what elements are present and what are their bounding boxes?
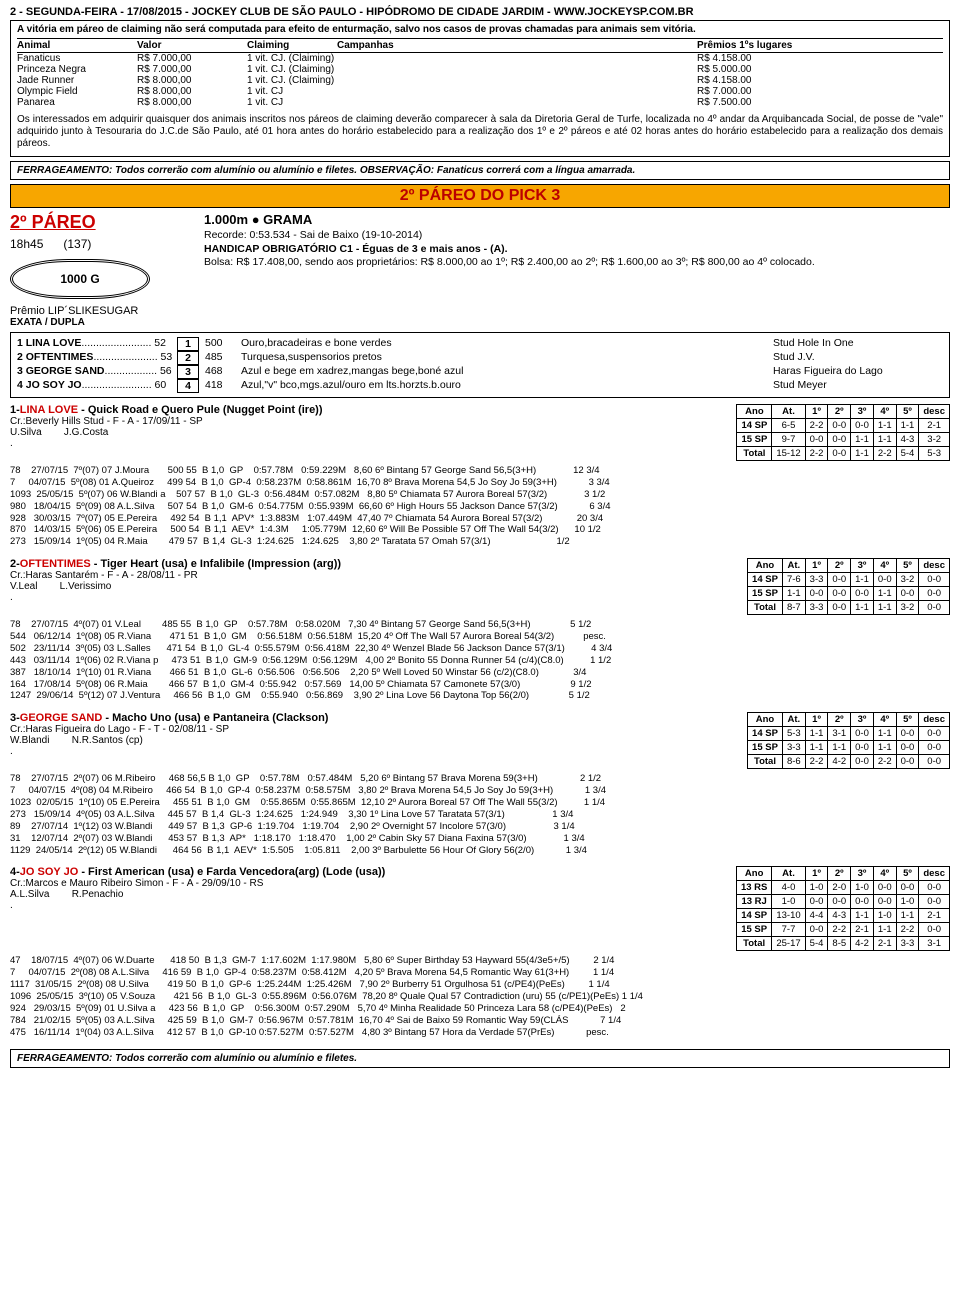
race-header: 2º PÁREO 18h45 (137) 1000 G 1.000m ● GRA… (10, 212, 950, 299)
entry-row: 1 LINA LOVE........................ 5215… (17, 337, 943, 351)
vitoria-note: A vitória em páreo de claiming não será … (17, 24, 943, 35)
stats-table: AnoAt.1º2º3º4º5ºdesc14 SP5-31-13-10-01-1… (747, 712, 950, 769)
entry-row: 4 JO SOY JO........................ 6044… (17, 379, 943, 393)
horse-block: 1-LINA LOVE - Quick Road e Quero Pule (N… (10, 404, 950, 548)
past-performances: 78 27/07/15 4º(07) 01 V.Leal 485 55 B 1,… (10, 619, 950, 702)
bet-types: EXATA / DUPLA (10, 317, 950, 328)
race-record: Recorde: 0:53.534 - Sai de Baixo (19-10-… (204, 229, 950, 243)
stats-table: AnoAt.1º2º3º4º5ºdesc14 SP7-63-30-01-10-0… (747, 558, 950, 615)
race-bolsa: Bolsa: R$ 17.408,00, sendo aos proprietá… (204, 256, 950, 270)
animal-row: Princeza NegraR$ 7.000,001 vit. CJ. (Cla… (17, 64, 943, 75)
entry-row: 2 OFTENTIMES...................... 53248… (17, 351, 943, 365)
horse-block: 3-GEORGE SAND - Macho Uno (usa) e Pantan… (10, 712, 950, 856)
animal-table-header: Animal Valor Claiming Campanhas Prêmios … (17, 38, 943, 53)
race-time: 18h45 (137) (10, 237, 190, 251)
race-number: 2º PÁREO (10, 212, 190, 233)
past-performances: 78 27/07/15 2º(07) 06 M.Ribeiro 468 56,5… (10, 773, 950, 856)
race-handicap: HANDICAP OBRIGATÓRIO C1 - Éguas de 3 e m… (204, 243, 950, 257)
animal-row: Olympic FieldR$ 8.000,001 vit. CJR$ 7.00… (17, 86, 943, 97)
stats-table: AnoAt.1º2º3º4º5ºdesc13 RS4-01-02-01-00-0… (736, 866, 950, 951)
page-header: 2 - SEGUNDA-FEIRA - 17/08/2015 - JOCKEY … (10, 6, 950, 18)
race-distance: 1.000m ● GRAMA (204, 212, 950, 229)
past-performances: 47 18/07/15 4º(07) 06 W.Duarte 418 50 B … (10, 955, 950, 1038)
animal-row: PanareaR$ 8.000,001 vit. CJR$ 7.500.00 (17, 97, 943, 108)
past-performances: 78 27/07/15 7º(07) 07 J.Moura 500 55 B 1… (10, 465, 950, 548)
animal-row: FanaticusR$ 7.000,001 vit. CJ. (Claiming… (17, 53, 943, 64)
ferrageamento-1: FERRAGEAMENTO: Todos correrão com alumín… (10, 161, 950, 180)
premio-name: Prêmio LIP´SLIKESUGAR (10, 305, 950, 317)
pick3-bar: 2º PÁREO DO PICK 3 (10, 184, 950, 208)
horse-block: 2-OFTENTIMES - Tiger Heart (usa) e Infal… (10, 558, 950, 702)
interessados-note: Os interessados em adquirir quaisquer do… (17, 114, 943, 150)
ferrageamento-2: FERRAGEAMENTO: Todos correrão com alumín… (10, 1049, 950, 1068)
animal-row: Jade RunnerR$ 8.000,001 vit. CJ. (Claimi… (17, 75, 943, 86)
entries-box: 1 LINA LOVE........................ 5215… (10, 332, 950, 398)
claiming-box: A vitória em páreo de claiming não será … (10, 20, 950, 157)
horse-block: 4-JO SOY JO - First American (usa) e Far… (10, 866, 950, 1038)
track-oval: 1000 G (10, 259, 150, 299)
entry-row: 3 GEORGE SAND.................. 563468Az… (17, 365, 943, 379)
stats-table: AnoAt.1º2º3º4º5ºdesc14 SP6-52-20-00-01-1… (736, 404, 950, 461)
